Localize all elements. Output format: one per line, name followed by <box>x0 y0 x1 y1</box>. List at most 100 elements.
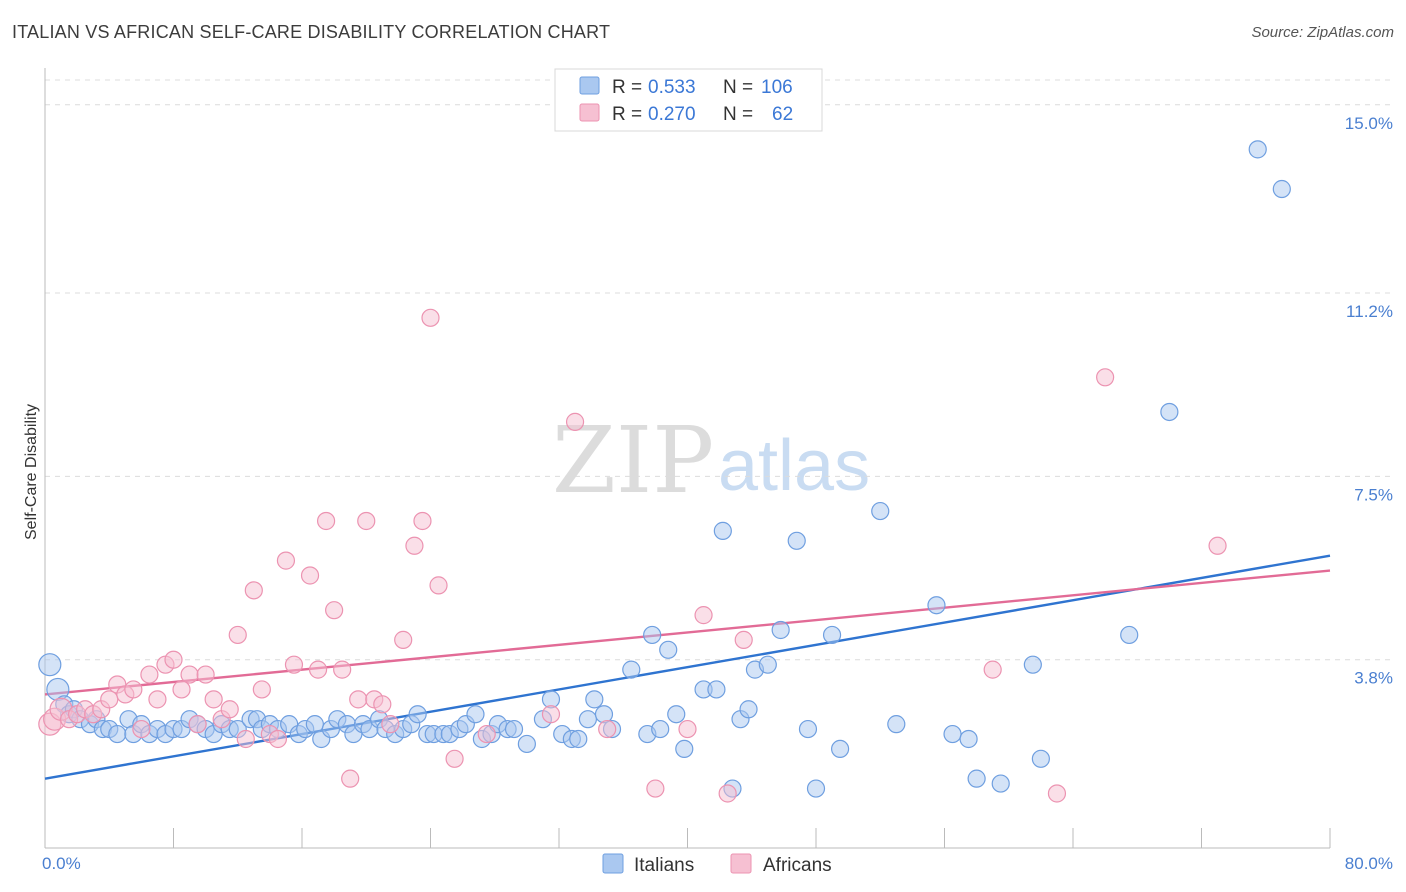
grid-lines <box>45 79 1392 661</box>
africans-point <box>236 729 255 749</box>
series-label-africans: Africans <box>763 855 832 876</box>
africans-point <box>308 660 328 679</box>
legend-swatch-africans <box>579 103 600 122</box>
legend-n-value: 106 <box>761 77 793 98</box>
italians-point <box>622 660 641 679</box>
africans-point <box>325 601 344 620</box>
italians-point <box>675 739 694 759</box>
legend-r-label: R = <box>612 77 642 98</box>
italians-point <box>38 653 62 677</box>
africans-point <box>204 690 223 709</box>
y-tick-label: 7.5% <box>1354 485 1393 504</box>
legend-n-label: N = <box>723 104 753 125</box>
africans-point <box>405 536 424 555</box>
italians-point <box>651 719 670 739</box>
italians-point <box>517 734 536 754</box>
series-swatch-italians <box>602 853 624 874</box>
africans-point <box>373 695 392 714</box>
italians-point <box>830 739 850 759</box>
africans-point <box>252 680 271 699</box>
africans-point <box>421 308 440 327</box>
africans-point <box>276 551 296 570</box>
italians-point <box>1248 140 1267 159</box>
italians-point <box>1120 625 1139 645</box>
y-axis-label: Self-Care Disability <box>23 404 40 540</box>
africans-point <box>196 665 215 684</box>
watermark-atlas: atlas <box>718 426 870 506</box>
italians-point <box>822 625 842 645</box>
africans-point <box>413 511 432 531</box>
y-tick-label: 15.0% <box>1345 114 1393 133</box>
africans-point <box>244 581 263 600</box>
africans-point <box>646 779 665 798</box>
italians-point <box>713 521 732 540</box>
italians-point <box>771 620 790 640</box>
africans-point <box>100 690 119 709</box>
africans-point <box>140 665 159 684</box>
africans-point <box>983 660 1002 679</box>
africans-point <box>268 729 288 749</box>
africans-point <box>1208 536 1227 555</box>
africans-point <box>678 719 697 739</box>
x-tick-label: 0.0% <box>42 854 81 873</box>
africans-point <box>1096 368 1115 387</box>
africans-point <box>164 650 183 669</box>
italians-point <box>108 724 127 744</box>
italians-point <box>1160 402 1179 422</box>
africans-point <box>316 511 336 531</box>
africans-point <box>132 719 151 739</box>
italians-point <box>798 719 818 739</box>
y-tick-label: 11.2% <box>1346 302 1393 321</box>
x-tick-label: 80.0% <box>1345 854 1393 873</box>
italians-point <box>1031 749 1050 768</box>
italians-point <box>667 705 686 724</box>
legend-n-label: N = <box>723 77 753 98</box>
africans-point <box>381 715 400 734</box>
y-tick-label: 3.8% <box>1354 669 1393 688</box>
africans-point <box>394 630 413 649</box>
africans-point <box>694 606 713 625</box>
data-points <box>38 140 1291 803</box>
italians-point <box>504 719 524 739</box>
italians-point <box>943 724 962 744</box>
italians-point <box>1023 655 1042 674</box>
africans-point <box>124 680 143 699</box>
italians-point <box>578 710 598 729</box>
africans-point <box>220 700 239 719</box>
africans-point <box>734 630 753 649</box>
italians-point <box>408 705 427 724</box>
italians-point <box>569 729 588 749</box>
trend-lines <box>44 554 1331 780</box>
africans-point <box>565 412 585 431</box>
africans-point <box>477 724 496 744</box>
chart-title: ITALIAN VS AFRICAN SELF-CARE DISABILITY … <box>12 22 611 42</box>
italians-point <box>585 690 604 709</box>
italians-point <box>927 596 946 615</box>
africans-point <box>357 511 376 531</box>
legend-r-value: 0.533 <box>648 77 696 98</box>
italians-point <box>643 625 662 645</box>
italians-point <box>594 705 614 724</box>
africans-point <box>429 576 448 595</box>
italians-point <box>887 715 906 734</box>
africans-point <box>349 690 368 709</box>
legend-n-value: 62 <box>772 104 793 125</box>
africans-point <box>718 784 737 803</box>
italians-point <box>806 779 826 798</box>
africans-point <box>598 719 617 739</box>
italians-point <box>787 531 806 550</box>
africans-point <box>228 625 247 645</box>
series-swatch-africans <box>730 853 752 874</box>
africans-point <box>148 690 167 709</box>
italians-point <box>959 729 978 749</box>
italians-point <box>758 655 777 674</box>
africans-point <box>284 655 304 674</box>
africans-point <box>333 660 352 679</box>
italians-point <box>707 680 726 699</box>
africans-point <box>172 680 191 699</box>
italians-point <box>739 700 758 719</box>
africans-point <box>541 705 561 724</box>
italians-point <box>967 769 986 788</box>
legend-swatch-italians <box>579 76 600 95</box>
series-label-italians: Italians <box>634 855 694 876</box>
